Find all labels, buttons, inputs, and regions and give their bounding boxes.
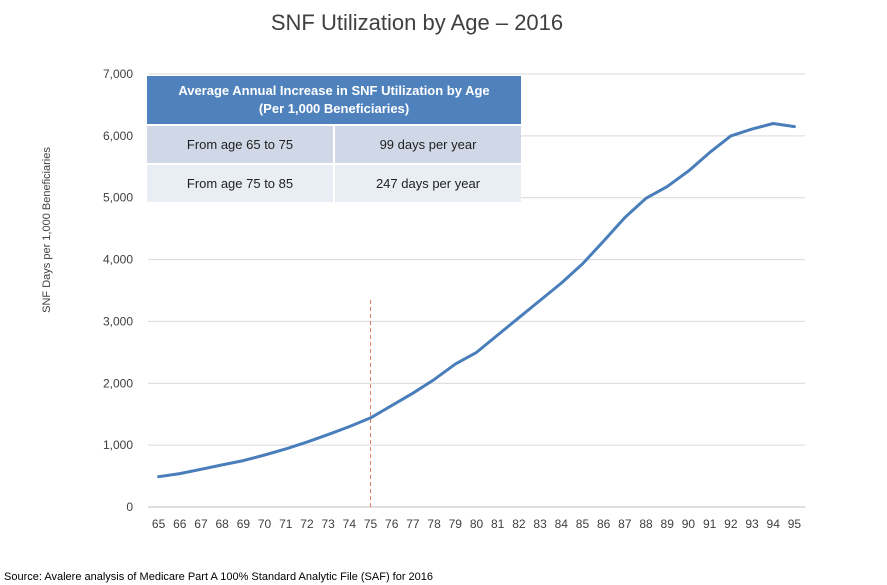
inset-cell-range: From age 65 to 75 xyxy=(147,124,335,164)
chart-title: SNF Utilization by Age – 2016 xyxy=(271,10,563,35)
inset-cell-value: 99 days per year xyxy=(334,124,521,164)
inset-header: Average Annual Increase in SNF Utilizati… xyxy=(147,76,521,125)
x-tick-label: 73 xyxy=(321,517,335,531)
x-tick-label: 92 xyxy=(724,517,738,531)
inset-table: Average Annual Increase in SNF Utilizati… xyxy=(147,76,521,202)
x-tick-label: 70 xyxy=(258,517,272,531)
x-tick-label: 89 xyxy=(661,517,675,531)
y-tick-label: 4,000 xyxy=(103,253,133,267)
x-tick-label: 69 xyxy=(237,517,251,531)
y-axis-label: SNF Days per 1,000 Beneficiaries xyxy=(41,147,53,313)
x-tick-label: 67 xyxy=(194,517,208,531)
x-tick-label: 90 xyxy=(682,517,696,531)
x-tick-label: 78 xyxy=(427,517,441,531)
y-tick-labels: 0 1,000 2,000 3,000 4,000 5,000 6,000 7,000 xyxy=(103,67,133,514)
x-tick-label: 79 xyxy=(449,517,463,531)
x-tick-label: 68 xyxy=(215,517,229,531)
inset-header-line1: Average Annual Increase in SNF Utilizati… xyxy=(178,83,490,98)
inset-row: From age 75 to 85 247 days per year xyxy=(147,163,521,202)
y-tick-label: 2,000 xyxy=(103,376,133,390)
x-tick-label: 72 xyxy=(300,517,314,531)
x-tick-label: 84 xyxy=(555,517,569,531)
inset-cell-range: From age 75 to 85 xyxy=(147,163,335,202)
y-tick-label: 0 xyxy=(126,500,133,514)
x-tick-label: 74 xyxy=(343,517,357,531)
x-tick-label: 83 xyxy=(533,517,547,531)
inset-cell-value: 247 days per year xyxy=(334,163,521,202)
inset-row: From age 65 to 75 99 days per year xyxy=(147,124,521,164)
x-tick-label: 82 xyxy=(512,517,526,531)
x-tick-label: 76 xyxy=(385,517,399,531)
inset-header-row: Average Annual Increase in SNF Utilizati… xyxy=(147,76,521,125)
y-tick-label: 3,000 xyxy=(103,314,133,328)
x-tick-label: 65 xyxy=(152,517,166,531)
x-tick-labels: 65 66 67 68 69 70 71 72 73 74 75 76 77 78 79 80 81 82 83 84… xyxy=(152,517,801,531)
x-tick-label: 87 xyxy=(618,517,632,531)
y-tick-label: 5,000 xyxy=(103,191,133,205)
x-tick-label: 86 xyxy=(597,517,611,531)
series-line xyxy=(157,122,796,479)
x-tick-label: 77 xyxy=(406,517,420,531)
y-tick-label: 6,000 xyxy=(103,129,133,143)
x-tick-label: 81 xyxy=(491,517,505,531)
x-tick-label: 66 xyxy=(173,517,187,531)
source-note: Source: Avalere analysis of Medicare Par… xyxy=(4,571,433,583)
y-tick-label: 1,000 xyxy=(103,438,133,452)
x-tick-label: 94 xyxy=(767,517,781,531)
x-tick-label: 88 xyxy=(639,517,653,531)
inset-header-line2: (Per 1,000 Beneficiaries) xyxy=(258,101,410,116)
x-tick-label: 80 xyxy=(470,517,484,531)
x-tick-label: 91 xyxy=(703,517,717,531)
x-tick-label: 95 xyxy=(788,517,802,531)
x-tick-label: 71 xyxy=(279,517,293,531)
x-tick-label: 75 xyxy=(364,517,378,531)
x-tick-label: 85 xyxy=(576,517,590,531)
y-tick-label: 7,000 xyxy=(103,67,133,81)
x-tick-label: 93 xyxy=(745,517,759,531)
